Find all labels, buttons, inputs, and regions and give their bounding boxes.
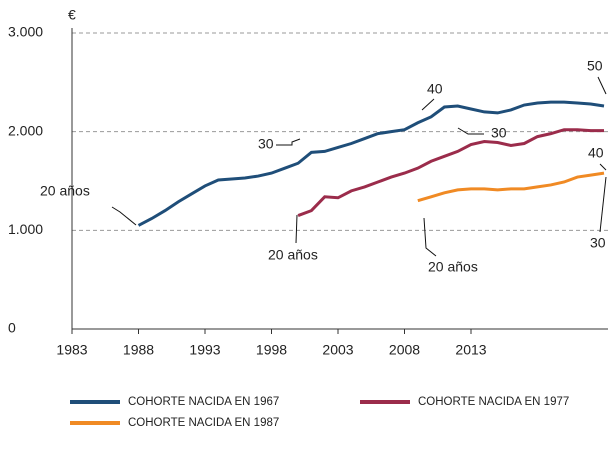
x-tick-label: 1983 xyxy=(56,342,87,358)
y-tick-label: 3.000 xyxy=(8,24,43,40)
annotation-leader xyxy=(457,127,484,135)
x-tick-label: 1998 xyxy=(256,342,287,358)
x-tick-label: 1988 xyxy=(123,342,154,358)
annotation: 50 xyxy=(587,58,603,74)
annotation-leader xyxy=(599,176,607,233)
annotation: 30 xyxy=(491,125,507,141)
y-unit-label: € xyxy=(68,7,76,23)
annotation: 20 años xyxy=(268,247,318,263)
annotation: 40 xyxy=(588,145,604,161)
series-line xyxy=(297,128,605,217)
annotation-leader xyxy=(423,217,437,257)
legend-label: COHORTE NACIDA EN 1967 xyxy=(128,396,279,408)
annotation-leader xyxy=(599,163,607,171)
x-tick-label: 1993 xyxy=(189,342,220,358)
x-tick-label: 2013 xyxy=(455,342,486,358)
series-line xyxy=(137,100,605,227)
annotation: 30 xyxy=(258,136,274,152)
annotation: 20 años xyxy=(428,259,478,275)
x-tick-label: 2003 xyxy=(322,342,353,358)
annotation-leader xyxy=(111,206,137,226)
x-tick-label: 2008 xyxy=(389,342,420,358)
annotation-leader xyxy=(597,76,607,95)
annotation-leader xyxy=(276,138,301,146)
legend-label: COHORTE NACIDA EN 1987 xyxy=(128,417,279,429)
y-tick-label: 0 xyxy=(8,320,16,336)
y-tick-label: 2.000 xyxy=(8,122,43,138)
legend-label: COHORTE NACIDA EN 1977 xyxy=(418,396,569,408)
series-line xyxy=(417,171,605,203)
annotation-leader xyxy=(295,214,298,244)
annotation: 40 xyxy=(427,81,443,97)
annotation-leader xyxy=(421,98,435,111)
annotation: 30 xyxy=(590,235,606,251)
annotation: 20 años xyxy=(40,183,90,199)
y-tick-label: 1.000 xyxy=(8,221,43,237)
